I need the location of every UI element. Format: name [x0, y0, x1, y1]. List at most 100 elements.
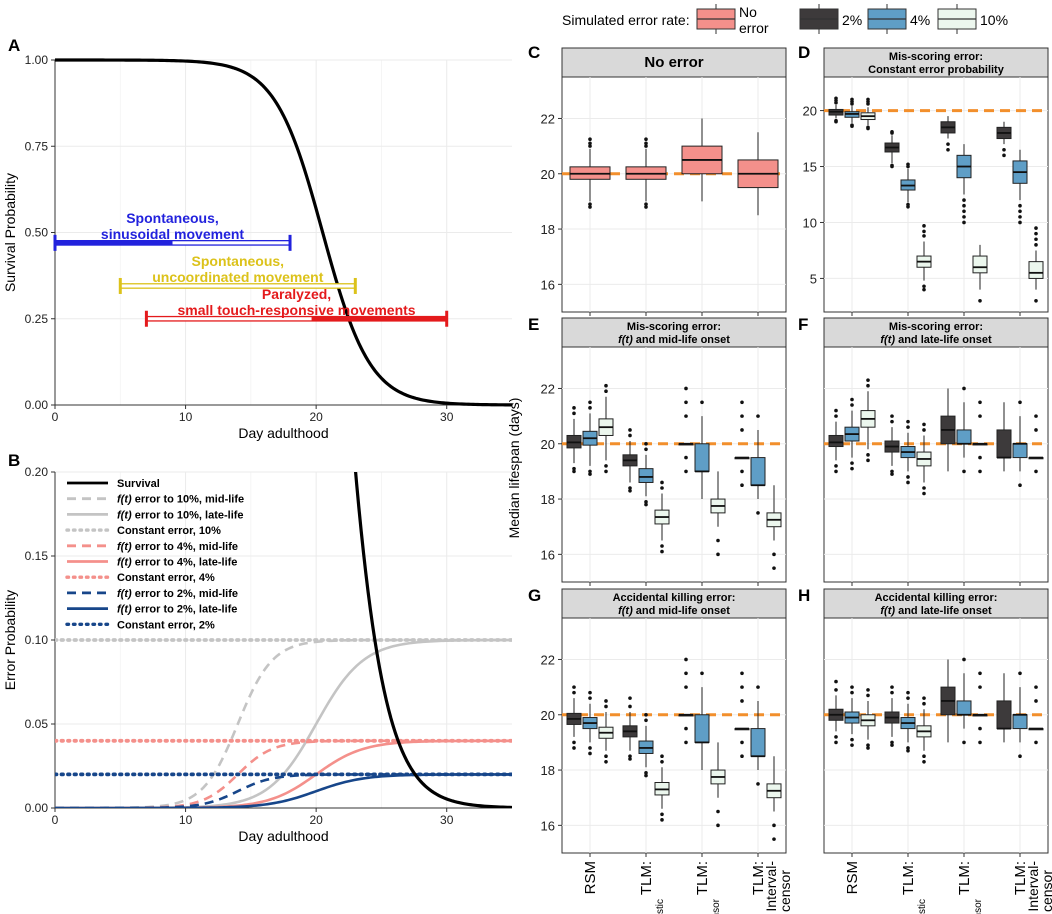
- y-tick-label: 0.00: [25, 398, 49, 412]
- plot-area: [823, 346, 1049, 583]
- outlier-point: [890, 469, 894, 474]
- outlier-point: [1034, 428, 1038, 432]
- outlier-point: [922, 229, 926, 234]
- outlier-point: [684, 469, 688, 474]
- box-pink: [569, 137, 611, 209]
- outlier-point: [660, 486, 664, 490]
- strip: [561, 317, 787, 348]
- legend-label-rest: error to 10%, mid-life: [132, 494, 244, 506]
- outlier-point: [1034, 226, 1038, 230]
- y-tick-label: 18: [541, 222, 555, 237]
- outlier-point: [604, 464, 608, 468]
- x-tick-label: 30: [440, 813, 454, 827]
- x-tick-label: TLM:Right-censor: [694, 861, 722, 914]
- outlier-point: [628, 428, 632, 432]
- legend-label-italic: f(t): [117, 588, 132, 600]
- outlier-point: [890, 163, 894, 168]
- plot-area: [561, 346, 787, 583]
- outlier-point: [1034, 414, 1038, 418]
- outlier-point: [740, 671, 744, 676]
- box-dark: [734, 400, 750, 488]
- interval-label: uncoordinated movement: [152, 269, 323, 285]
- x-label-sub: Right-censor: [711, 898, 722, 914]
- outlier-point: [684, 671, 688, 676]
- outlier-point: [684, 400, 688, 405]
- x-tick-label: TLM:Logistic: [638, 861, 666, 914]
- outlier-point: [572, 690, 576, 695]
- strip-italic: f(t): [618, 605, 633, 617]
- outlier-point: [660, 812, 664, 817]
- box-light: [654, 754, 670, 822]
- panel-d: D Mis-scoring error:Constant error probab…: [798, 43, 1049, 316]
- strip-label: Mis-scoring error:: [889, 51, 983, 63]
- strip-rest: and late-life onset: [895, 605, 992, 617]
- box-light: [972, 400, 988, 474]
- y-tick-label: 0.75: [25, 139, 49, 153]
- outlier-point: [660, 759, 664, 764]
- box-light: [654, 480, 670, 554]
- strip-label: No error: [644, 54, 703, 71]
- box-dark: [884, 130, 900, 169]
- outlier-point: [922, 428, 926, 432]
- outlier-point: [684, 414, 688, 418]
- y-tick-label: 20: [541, 708, 555, 723]
- outlier-point: [866, 453, 870, 457]
- legend-title: Simulated error rate:: [562, 12, 690, 28]
- strip: [561, 588, 787, 619]
- y-tick-label: 18: [541, 492, 555, 507]
- box-blue: [694, 400, 710, 500]
- strip-label: f(t) and late-life onset: [880, 334, 992, 346]
- box-light: [916, 422, 932, 496]
- x-label-main: TLM:: [750, 861, 767, 895]
- stage-interval: Spontaneous,sinusoidal movement: [53, 210, 292, 251]
- box-dark: [996, 402, 1012, 472]
- outlier-point: [850, 461, 854, 465]
- y-tick-label: 18: [541, 763, 555, 778]
- x-tick-label: TLM:Interval-censor: [750, 861, 793, 912]
- y-tick-label: 0.10: [25, 633, 49, 647]
- outlier-point: [644, 205, 648, 209]
- outlier-point: [644, 773, 648, 778]
- x-tick-label: RSM: [844, 861, 861, 894]
- outlier-point: [588, 202, 592, 206]
- y-tick-label: 0.50: [25, 226, 49, 240]
- x-label-main: TLM:: [1012, 861, 1029, 895]
- outlier-point: [588, 137, 592, 142]
- box-light: [598, 383, 614, 474]
- outlier-point: [716, 823, 720, 828]
- outlier-point: [962, 657, 966, 662]
- legend-key: 10%: [937, 4, 1008, 34]
- box-light: [972, 244, 988, 303]
- outlier-point: [716, 809, 720, 814]
- outlier-point: [660, 818, 664, 822]
- legend-label-italic: f(t): [117, 541, 132, 553]
- x-axis-title: Day adulthood: [238, 425, 328, 441]
- outlier-point: [866, 378, 870, 382]
- x-label-sub: Interval-: [1025, 861, 1041, 912]
- x-label-main: TLM:: [694, 861, 711, 895]
- box-light: [710, 742, 726, 828]
- y-tick-label: 0.00: [25, 801, 49, 815]
- outlier-point: [604, 383, 608, 388]
- outlier-point: [588, 141, 592, 146]
- legend-label: error: [739, 20, 769, 36]
- box-blue: [1012, 671, 1028, 759]
- panel-letter: H: [798, 586, 810, 605]
- y-tick-label: 20: [541, 167, 555, 182]
- outlier-point: [604, 704, 608, 709]
- box-dark: [996, 121, 1012, 158]
- x-label-main: TLM:: [638, 861, 655, 895]
- box-body: [1028, 261, 1044, 279]
- box-body: [694, 443, 710, 472]
- y-tick-label: 20: [803, 104, 817, 119]
- legend-label-rest: error to 2%, mid-life: [132, 588, 238, 600]
- outlier-point: [834, 679, 838, 684]
- outlier-point: [716, 538, 720, 543]
- outlier-point: [890, 419, 894, 424]
- strip-label: Mis-scoring error:: [627, 321, 721, 333]
- outlier-point: [684, 455, 688, 460]
- box-light: [1028, 226, 1044, 303]
- outlier-point: [644, 441, 648, 446]
- outlier-point: [684, 740, 688, 745]
